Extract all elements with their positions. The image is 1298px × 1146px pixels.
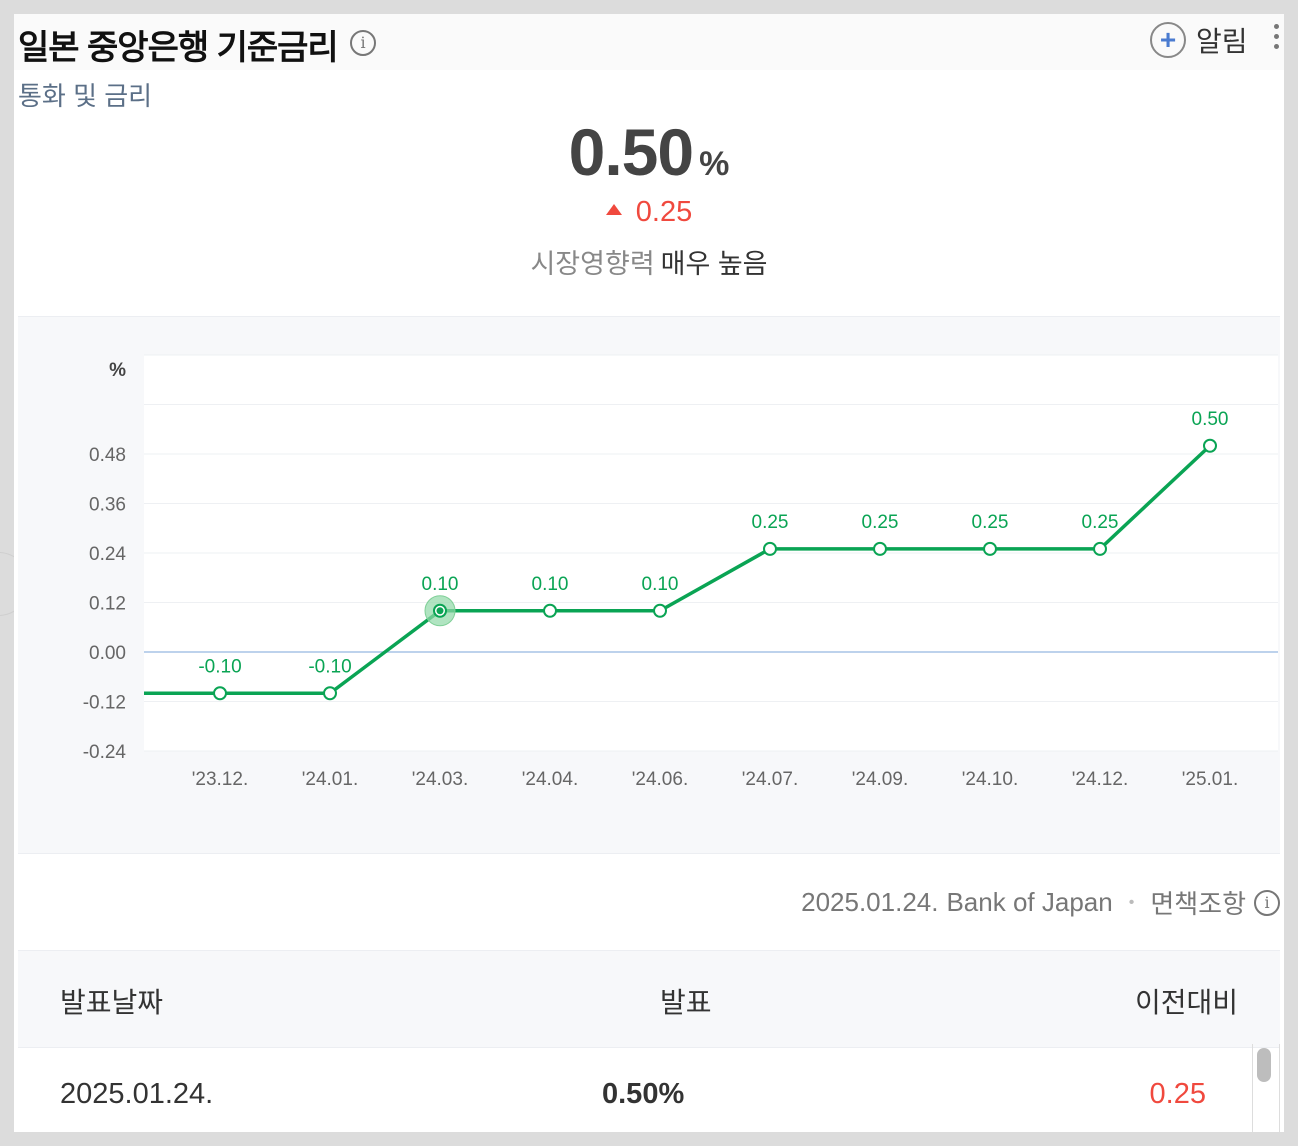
market-impact-value: 매우 높음 xyxy=(660,249,768,279)
data-label: 0.50 xyxy=(1192,409,1229,430)
page-title: 일본 중앙은행 기준금리 xyxy=(18,29,339,67)
data-point xyxy=(1093,541,1107,556)
market-impact: 시장영향력 매우 높음 xyxy=(14,242,1284,281)
header-date: 발표날짜 xyxy=(60,987,164,1018)
current-rate-unit: % xyxy=(699,145,730,183)
more-options-icon[interactable] xyxy=(1274,24,1282,54)
market-impact-label: 시장영향력 xyxy=(530,249,655,279)
data-point-center xyxy=(436,607,444,615)
data-label: -0.10 xyxy=(308,656,351,677)
info-icon[interactable]: i xyxy=(350,30,376,56)
disclaimer-link[interactable]: 면책조항 xyxy=(1150,889,1246,919)
data-label: 0.25 xyxy=(1082,512,1119,533)
x-tick-label: '24.07. xyxy=(742,769,798,790)
rate-history-chart[interactable]: 0.48 0.36 0.24 0.12 0.00 -0.12 -0.24% '23.12. '2… xyxy=(18,316,1280,854)
data-label: 0.10 xyxy=(422,574,459,595)
data-point xyxy=(983,541,997,556)
data-point xyxy=(543,603,557,618)
header-change: 이전대비 xyxy=(1134,987,1238,1018)
current-value: 0.50% xyxy=(14,114,1284,190)
data-point xyxy=(323,686,337,701)
table-header: 발표날짜 발표 이전대비 xyxy=(18,950,1280,1048)
row-date: 2025.01.24. xyxy=(60,1078,214,1110)
data-label: 0.10 xyxy=(532,574,569,595)
row-value: 0.50% xyxy=(602,1078,685,1110)
separator-dot: • xyxy=(1128,893,1135,911)
table-row: 2025.01.24. 0.50% 0.25 xyxy=(18,1048,1280,1132)
data-point xyxy=(213,686,227,701)
x-tick-label: '24.04. xyxy=(522,769,578,790)
indicator-panel: 일본 중앙은행 기준금리 i 통화 및 금리 + 알림 0.50% 0.25 시… xyxy=(14,14,1284,1132)
line-chart-svg[interactable]: 0.48 0.36 0.24 0.12 0.00 -0.12 -0.24% '23.12. '2… xyxy=(18,317,1280,853)
plus-icon: + xyxy=(1150,22,1186,58)
source-org: Bank of Japan xyxy=(946,887,1113,917)
table-scrollbar-thumb[interactable] xyxy=(1257,1048,1271,1082)
y-tick-label: 0.36 xyxy=(89,495,126,516)
header-value: 발표 xyxy=(660,987,712,1018)
x-tick-label: '24.01. xyxy=(302,769,358,790)
data-label: 0.25 xyxy=(752,512,789,533)
row-change: 0.25 xyxy=(1149,1078,1206,1110)
alarm-label: 알림 xyxy=(1196,26,1248,57)
category-link[interactable]: 통화 및 금리 xyxy=(18,81,153,111)
y-tick-label: -0.24 xyxy=(83,742,127,763)
data-point xyxy=(1203,438,1217,453)
y-tick-label: -0.12 xyxy=(83,693,126,714)
data-label: 0.25 xyxy=(862,512,899,533)
x-tick-label: '24.03. xyxy=(412,769,468,790)
rate-change-value: 0.25 xyxy=(635,196,693,228)
x-tick-label: '24.09. xyxy=(852,769,908,790)
x-tick-label: '24.12. xyxy=(1072,769,1128,790)
data-point xyxy=(763,541,777,556)
data-point xyxy=(653,603,667,618)
data-point xyxy=(873,541,887,556)
current-rate-value: 0.50 xyxy=(568,115,694,189)
y-tick-label: 0.00 xyxy=(89,643,126,664)
rate-change: 0.25 xyxy=(14,196,1284,229)
header-bar xyxy=(14,14,1284,70)
disclaimer-info-icon[interactable]: i xyxy=(1254,889,1280,916)
data-label: 0.10 xyxy=(642,574,679,595)
alarm-button[interactable]: + 알림 xyxy=(1150,20,1248,60)
y-tick-label: 0.48 xyxy=(89,445,126,466)
data-label: 0.25 xyxy=(972,512,1009,533)
x-tick-label: '25.01. xyxy=(1182,769,1238,790)
release-date: 2025.01.24. xyxy=(801,887,939,917)
y-tick-label: 0.12 xyxy=(89,594,126,615)
data-label: -0.10 xyxy=(198,656,241,677)
x-tick-label: '24.10. xyxy=(962,769,1018,790)
y-axis-unit: % xyxy=(109,360,126,381)
table-scrollbar[interactable] xyxy=(1252,1044,1280,1132)
source-line: 2025.01.24. Bank of Japan • 면책조항 i xyxy=(801,884,1280,921)
up-triangle-icon xyxy=(605,203,622,215)
x-tick-label: '24.06. xyxy=(632,769,688,790)
x-tick-label: '23.12. xyxy=(192,769,248,790)
y-tick-label: 0.24 xyxy=(89,544,126,565)
